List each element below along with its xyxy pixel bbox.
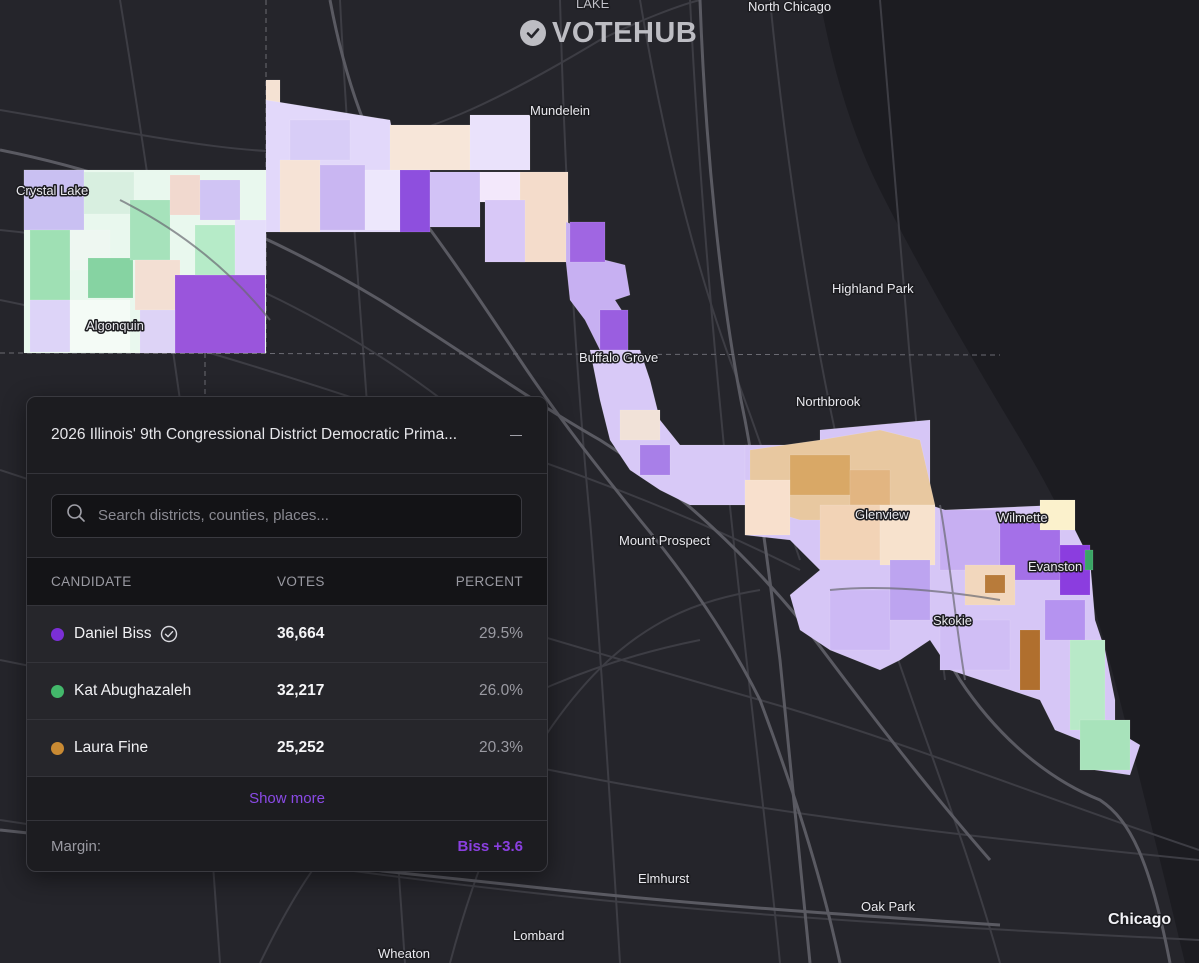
- column-percent: PERCENT: [455, 574, 523, 589]
- panel-header: 2026 Illinois' 9th Congressional Distric…: [27, 397, 547, 474]
- map-label-mundelein: Mundelein: [530, 103, 590, 118]
- show-more-button[interactable]: Show more: [27, 777, 547, 821]
- collapse-icon[interactable]: [509, 428, 523, 442]
- candidate-row[interactable]: Daniel Biss 36,664 29.5%: [27, 606, 547, 663]
- margin-row: Margin: Biss +3.6: [27, 821, 547, 871]
- candidate-name: Laura Fine: [74, 739, 149, 756]
- search-icon: [66, 503, 86, 528]
- candidate-name: Kat Abughazaleh: [74, 682, 192, 699]
- map-label-northbrook: Northbrook: [796, 394, 861, 409]
- place-labels: LAKE North Chicago Mundelein Crystal Lak…: [15, 0, 1173, 963]
- map-label-mount-prospect: Mount Prospect: [619, 533, 710, 548]
- column-votes: VOTES: [277, 574, 325, 589]
- map-label-glenview: Glenview: [855, 507, 909, 522]
- map-label-buffalo-grove: Buffalo Grove: [579, 350, 658, 365]
- county-borders: [0, 0, 1001, 400]
- map-label-lombard: Lombard: [513, 928, 564, 943]
- results-panel: 2026 Illinois' 9th Congressional Distric…: [26, 396, 548, 872]
- candidate-votes: 25,252: [277, 739, 325, 756]
- candidate-name: Daniel Biss: [74, 625, 152, 642]
- candidate-color-dot: [51, 684, 64, 698]
- search-input[interactable]: [96, 506, 507, 525]
- candidate-percent: 29.5%: [479, 625, 523, 642]
- map-label-oak-park: Oak Park: [861, 899, 916, 914]
- map-label-wilmette: Wilmette: [997, 510, 1048, 525]
- search-section: [27, 474, 547, 558]
- results-table-body: Daniel Biss 36,664 29.5% Kat Abughazaleh…: [27, 606, 547, 777]
- race-title: 2026 Illinois' 9th Congressional Distric…: [51, 426, 458, 443]
- district-highways: [119, 199, 1001, 681]
- results-table-header: CANDIDATE VOTES PERCENT: [27, 558, 547, 606]
- candidate-votes: 32,217: [277, 682, 325, 699]
- candidate-votes: 36,664: [277, 625, 325, 642]
- map-label-chicago: Chicago: [1108, 911, 1171, 928]
- search-box[interactable]: [51, 493, 522, 538]
- votehub-logo: VOTEHUB: [520, 16, 697, 50]
- map-label-lake: LAKE: [576, 0, 610, 11]
- map-label-algonquin: Algonquin: [86, 318, 144, 333]
- map-label-crystal-lake: Crystal Lake: [16, 183, 88, 198]
- candidate-percent: 20.3%: [479, 739, 523, 756]
- map-label-wheaton: Wheaton: [378, 946, 430, 961]
- map-label-highland-park: Highland Park: [832, 281, 914, 296]
- map-label-north-chicago: North Chicago: [748, 0, 831, 14]
- lake-michigan: [820, 0, 1199, 963]
- district-precincts[interactable]: [23, 79, 1141, 776]
- margin-label: Margin:: [51, 837, 102, 855]
- candidate-color-dot: [51, 741, 64, 755]
- candidate-row[interactable]: Kat Abughazaleh 32,217 26.0%: [27, 663, 547, 720]
- candidate-percent: 26.0%: [479, 682, 523, 699]
- margin-value: Biss +3.6: [457, 837, 523, 855]
- column-candidate: CANDIDATE: [51, 574, 132, 589]
- map-label-elmhurst: Elmhurst: [638, 871, 690, 886]
- candidate-color-dot: [51, 627, 64, 641]
- checkmark-icon: [520, 20, 546, 46]
- winner-check-icon: [160, 625, 178, 643]
- logo-text: VOTEHUB: [552, 16, 698, 49]
- map-label-skokie: Skokie: [933, 613, 972, 628]
- candidate-row[interactable]: Laura Fine 25,252 20.3%: [27, 720, 547, 777]
- map-label-evanston: Evanston: [1028, 559, 1082, 574]
